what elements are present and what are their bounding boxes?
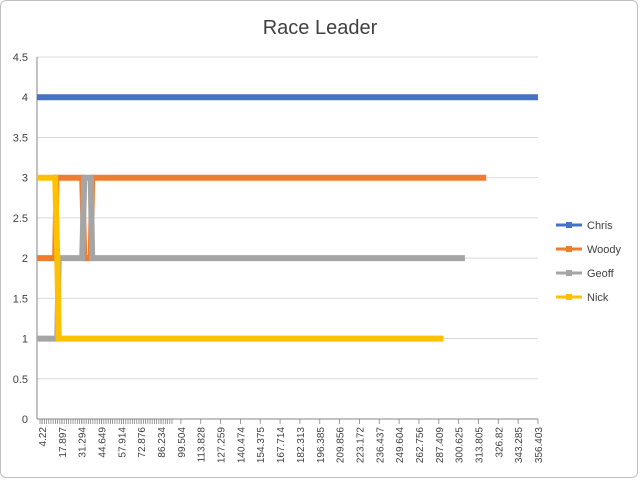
x-tick-label: 99.504 bbox=[177, 427, 188, 458]
x-tick-label: 44.649 bbox=[98, 427, 109, 458]
x-tick-label: 249.604 bbox=[395, 427, 406, 464]
x-tick-label: 167.714 bbox=[276, 427, 287, 464]
legend-marker-chris bbox=[566, 222, 572, 228]
y-tick-label: 3 bbox=[22, 173, 28, 185]
y-axis: 0 0.5 1 1.5 2 2.5 3 3.5 4 4.5 bbox=[13, 52, 38, 426]
y-tick-label: 1 bbox=[22, 334, 28, 346]
x-tick-label: 262.756 bbox=[415, 427, 426, 464]
x-tick-label: 356.403 bbox=[534, 427, 545, 464]
x-tick-label: 182.313 bbox=[296, 427, 307, 464]
series-lines bbox=[37, 94, 538, 342]
legend-label-nick: Nick bbox=[587, 292, 609, 304]
x-tick-label: 209.856 bbox=[336, 427, 347, 464]
chart-title: Race Leader bbox=[263, 17, 378, 39]
x-tick-label: 343.285 bbox=[514, 427, 525, 464]
x-tick-label: 86.234 bbox=[157, 427, 168, 458]
series-line-nick bbox=[37, 174, 444, 342]
legend-label-geoff: Geoff bbox=[587, 268, 615, 280]
x-tick-label: 326.82 bbox=[494, 427, 505, 458]
x-tick-label: 140.474 bbox=[236, 427, 247, 464]
x-tick-label: 17.897 bbox=[58, 427, 69, 458]
x-tick-label: 127.259 bbox=[217, 427, 228, 464]
legend-marker-nick bbox=[566, 294, 572, 300]
y-tick-label: 2.5 bbox=[13, 213, 28, 225]
x-tick-label: 223.172 bbox=[355, 427, 366, 464]
x-tick-label: 313.805 bbox=[474, 427, 485, 464]
series-line-geoff bbox=[37, 174, 465, 342]
x-tick-label: 4.22 bbox=[38, 427, 49, 447]
legend-marker-woody bbox=[566, 246, 572, 252]
legend-marker-geoff bbox=[566, 270, 572, 276]
x-tick-label: 72.876 bbox=[137, 427, 148, 458]
x-tick-label: 113.828 bbox=[197, 427, 208, 463]
x-tick-label: 300.625 bbox=[455, 427, 466, 464]
legend-label-woody: Woody bbox=[587, 244, 622, 256]
y-tick-label: 0 bbox=[22, 414, 28, 426]
y-tick-label: 4.5 bbox=[13, 52, 28, 64]
gridlines bbox=[37, 56, 538, 420]
x-tick-label: 154.375 bbox=[256, 427, 267, 464]
x-tick-label: 57.914 bbox=[117, 427, 128, 458]
y-tick-label: 1.5 bbox=[13, 293, 28, 305]
legend: Chris Woody Geoff Nick bbox=[556, 220, 622, 304]
y-tick-label: 0.5 bbox=[13, 374, 28, 386]
x-tick-label: 196.385 bbox=[316, 427, 327, 464]
x-tick-label: 287.409 bbox=[435, 427, 446, 464]
y-tick-label: 2 bbox=[22, 253, 28, 265]
y-tick-label: 3.5 bbox=[13, 132, 28, 144]
x-tick-label: 236.437 bbox=[375, 427, 386, 464]
x-axis: 4.22 17.897 31.294 44.649 57.914 72.876 86.234… bbox=[38, 419, 545, 463]
y-tick-label: 4 bbox=[22, 92, 28, 104]
legend-label-chris: Chris bbox=[587, 220, 613, 232]
x-tick-label: 31.294 bbox=[78, 427, 89, 458]
